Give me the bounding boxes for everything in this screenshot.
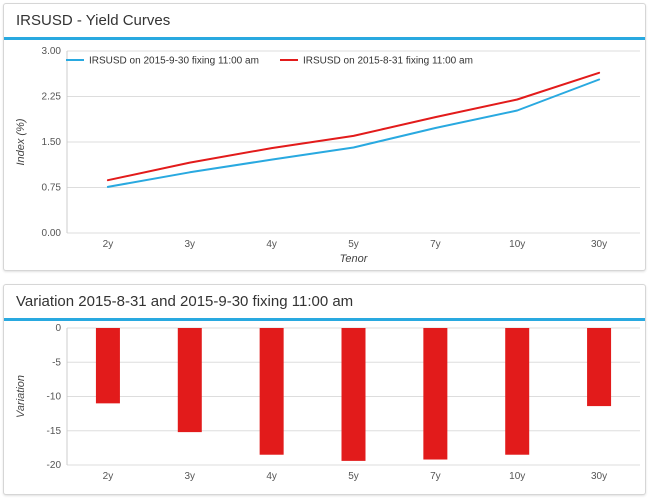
series-line-2	[106, 71, 601, 182]
x-tick-label: 10y	[509, 239, 525, 250]
x-tick-label: 3y	[185, 471, 196, 482]
variation-bar-7y	[423, 328, 448, 460]
x-tick-label: 4y	[266, 471, 277, 482]
x-tick-label: 7y	[430, 471, 441, 482]
x-tick-label: 4y	[266, 239, 277, 250]
variation-title-rule	[4, 318, 645, 321]
x-tick-label: 30y	[591, 239, 607, 250]
legend-label-2: IRSUSD on 2015-8-31 fixing 11:00 am	[303, 56, 473, 67]
yield-curves-chart: 3.00 2.25 1.50 0.75 0.00 2y 3y 4y 5y 7y 10y 30y Teno…	[15, 46, 640, 265]
y-tick-label: -5	[52, 357, 61, 368]
x-tick-label: 5y	[348, 471, 359, 482]
legend-label-1: IRSUSD on 2015-9-30 fixing 11:00 am	[89, 56, 259, 67]
y-tick-label: -20	[47, 460, 62, 471]
y-tick-label: 0	[55, 323, 61, 334]
variation-panel: Variation 2015-8-31 and 2015-9-30 fixing…	[3, 284, 646, 495]
x-tick-label: 7y	[430, 239, 441, 250]
y-tick-label: 0.00	[42, 228, 62, 239]
y-tick-label: 2.25	[42, 92, 62, 103]
x-tick-label: 2y	[103, 239, 114, 250]
variation-bar-30y	[587, 328, 612, 407]
variation-bar-5y	[341, 328, 366, 461]
x-axis-label: Tenor	[340, 253, 369, 265]
series-line-1	[106, 78, 601, 188]
x-tick-label: 5y	[348, 239, 359, 250]
variation-bar-4y	[259, 328, 284, 455]
y-tick-label: 3.00	[42, 46, 62, 57]
yield-curves-title: IRSUSD - Yield Curves	[16, 12, 171, 29]
y-tick-label: -15	[47, 426, 62, 437]
y-axis-label: Index (%)	[15, 118, 27, 165]
x-tick-label: 3y	[185, 239, 196, 250]
yield-curves-panel: IRSUSD - Yield Curves 3.00 2.25 1.50 0.75 0.…	[3, 3, 646, 271]
variation-title: Variation 2015-8-31 and 2015-9-30 fixing…	[16, 293, 354, 310]
variation-bar-10y	[505, 328, 530, 455]
x-tick-label: 10y	[509, 471, 525, 482]
yield-curves-title-rule	[4, 37, 645, 40]
variation-bar-3y	[177, 328, 202, 433]
variation-chart: 0 -5 -10 -15 -20 2y 3y 4y 5y 7y 10y 30y Variation	[15, 323, 640, 482]
x-tick-label: 30y	[591, 471, 607, 482]
variation-bar-2y	[95, 328, 120, 404]
y-tick-label: -10	[47, 392, 62, 403]
x-tick-label: 2y	[103, 471, 114, 482]
y-tick-label: 0.75	[42, 183, 62, 194]
y-tick-label: 1.50	[42, 137, 62, 148]
y-axis-label: Variation	[15, 375, 27, 418]
